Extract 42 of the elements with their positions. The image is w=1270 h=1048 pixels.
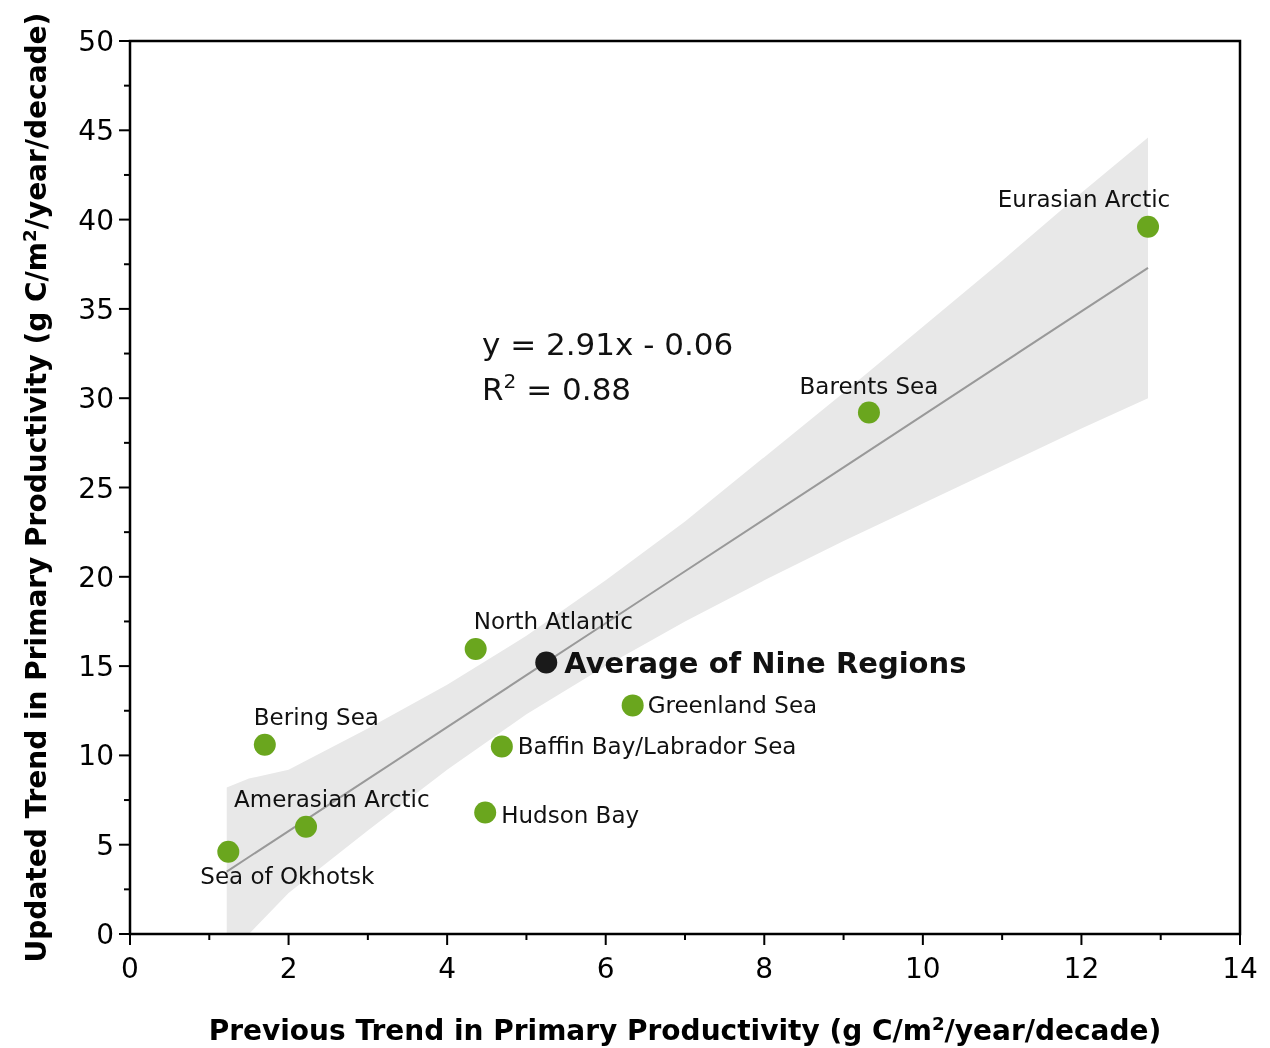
series-label: Average of Nine Regions [564, 645, 967, 680]
annotation: North Atlantic [473, 607, 633, 634]
annotation: Greenland Sea [647, 692, 818, 719]
annotation: Eurasian Arctic [997, 185, 1171, 212]
y-tick-label: 5 [96, 828, 114, 862]
annotation: Hudson Bay [501, 801, 640, 828]
y-tick-label: 0 [96, 918, 114, 951]
x-tick-label: 8 [755, 952, 774, 985]
annotation: Baffin Bay/Labrador Sea [517, 733, 797, 760]
x-tick-label: 14 [1222, 952, 1258, 985]
annotation: y = 2.91x - 0.06 [482, 326, 734, 362]
point [621, 694, 644, 717]
point [857, 401, 880, 424]
y-tick-label: 40 [78, 203, 114, 237]
point [474, 801, 497, 824]
x-tick-label: 2 [279, 952, 298, 985]
y-tick-label: 20 [78, 560, 114, 594]
y-tick-label: 30 [78, 382, 114, 416]
x-axis-title: Previous Trend in Primary Productivity (g C/m$^{2}$/year/decade) [208, 1012, 1162, 1047]
y-tick-label: 50 [78, 25, 114, 58]
y-tick-label: 45 [78, 114, 114, 148]
annotation: R$^{2}$ = 0.88 [482, 369, 632, 407]
x-tick-label: 10 [905, 952, 941, 985]
x-tick-label: 0 [121, 952, 139, 985]
x-tick-label: 12 [1063, 952, 1100, 985]
point [217, 840, 240, 863]
y-tick-label: 35 [78, 292, 114, 326]
point [295, 815, 318, 838]
annotation: Sea of Okhotsk [200, 862, 376, 889]
point [535, 651, 558, 674]
y-tick-label: 10 [78, 739, 114, 773]
y-tick-label: 25 [78, 471, 114, 505]
point [490, 735, 513, 758]
x-tick-label: 4 [438, 952, 457, 985]
annotation: Bering Sea [253, 703, 379, 730]
point [464, 637, 487, 660]
annotation: Barents Sea [799, 373, 939, 400]
point [253, 733, 276, 756]
x-tick-label: 6 [596, 952, 615, 985]
point [1137, 215, 1160, 238]
annotation: Amerasian Arctic [234, 785, 430, 812]
y-tick-label: 15 [78, 650, 114, 684]
